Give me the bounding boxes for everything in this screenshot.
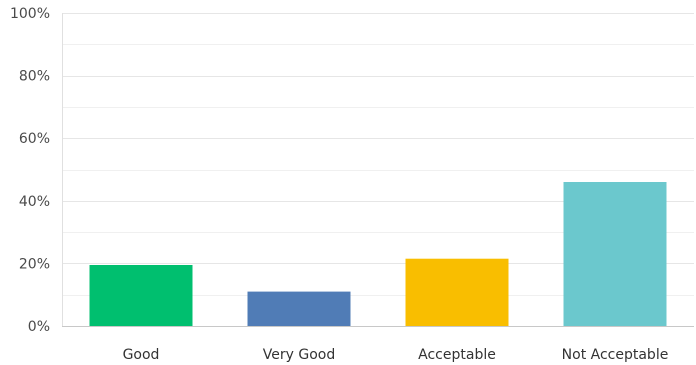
x-category-label: Good (123, 347, 160, 363)
x-category-label: Not Acceptable (562, 347, 669, 363)
y-tick-label: 40% (19, 194, 50, 210)
y-tick-label: 0% (28, 319, 50, 335)
y-tick-label: 80% (19, 69, 50, 85)
label-layer: 0% 20% 40% 60% 80% 100% Good Very Good Acceptabl… (10, 6, 668, 363)
y-tick-label: 60% (19, 131, 50, 147)
bar-not-acceptable[interactable] (563, 182, 667, 326)
bar-good[interactable] (89, 265, 193, 326)
y-tick-label: 20% (19, 256, 50, 272)
bar-very-good[interactable] (247, 291, 351, 326)
bar-acceptable[interactable] (405, 258, 509, 326)
grid-layer (62, 13, 694, 296)
axis-layer (62, 13, 694, 327)
x-category-label: Very Good (263, 347, 335, 363)
x-category-label: Acceptable (418, 347, 496, 363)
y-tick-label: 100% (10, 6, 50, 22)
bar-layer (89, 182, 667, 326)
